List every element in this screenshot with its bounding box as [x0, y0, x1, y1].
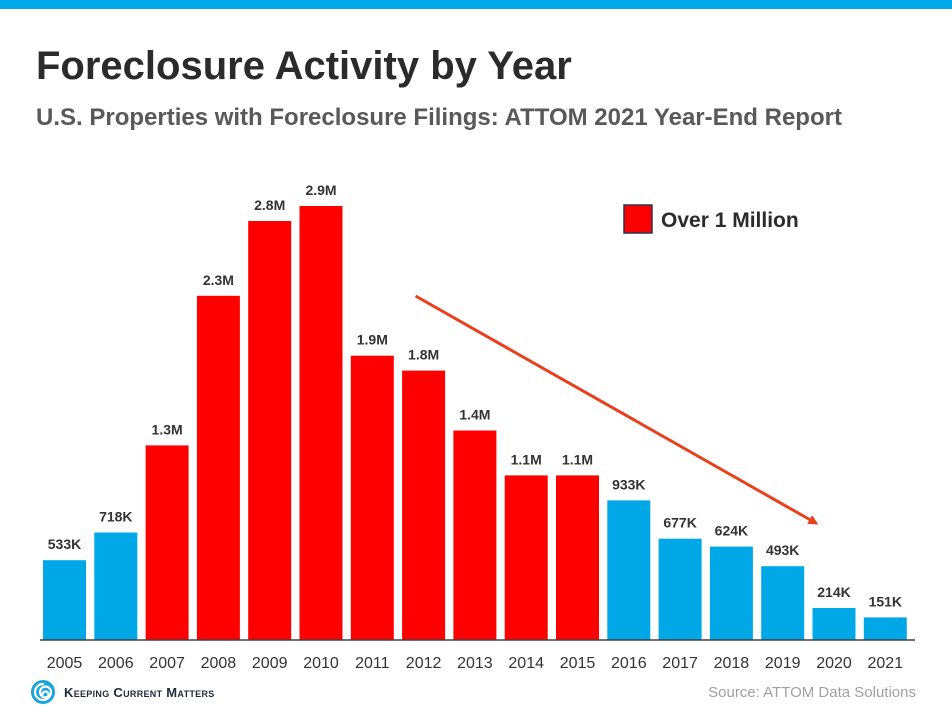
x-tick-2017: 2017 — [662, 655, 698, 672]
bar-2017 — [658, 538, 702, 640]
x-tick-2012: 2012 — [406, 655, 442, 672]
value-label-2021: 151K — [869, 593, 902, 609]
x-tick-2019: 2019 — [765, 655, 801, 672]
value-label-2005: 533K — [48, 536, 81, 552]
bar-2019 — [761, 566, 805, 640]
trend-arrow — [414, 294, 819, 525]
value-label-2018: 624K — [715, 523, 748, 539]
spiral-wave-icon — [31, 680, 55, 704]
bar-2011 — [350, 355, 394, 640]
x-tick-2014: 2014 — [508, 655, 544, 672]
bar-2008 — [196, 295, 240, 640]
chart-subtitle: U.S. Properties with Foreclosure Filings… — [36, 104, 842, 131]
value-label-2013: 1.4M — [459, 407, 490, 423]
x-tick-2006: 2006 — [98, 655, 134, 672]
x-tick-2007: 2007 — [149, 655, 185, 672]
value-label-2011: 1.9M — [357, 332, 388, 348]
value-label-2017: 677K — [663, 515, 696, 531]
bar-2012 — [402, 370, 446, 640]
bar-2021 — [863, 617, 907, 640]
bar-2020 — [812, 608, 856, 640]
bars-group — [43, 206, 907, 640]
chart-title: Foreclosure Activity by Year — [36, 44, 572, 88]
legend-label-over-1-million: Over 1 Million — [661, 209, 799, 232]
x-tick-2010: 2010 — [303, 655, 339, 672]
bar-2007 — [145, 445, 189, 640]
top-accent-strip — [0, 0, 952, 9]
bar-2010 — [299, 206, 343, 640]
x-tick-2021: 2021 — [868, 655, 904, 672]
legend-swatch-over-1-million — [623, 204, 653, 234]
logo-text: Keeping Current Matters — [64, 684, 215, 700]
x-tick-2005: 2005 — [47, 655, 83, 672]
x-tick-2013: 2013 — [457, 655, 493, 672]
value-label-2016: 933K — [612, 476, 645, 492]
value-label-2012: 1.8M — [408, 347, 439, 363]
value-label-2020: 214K — [817, 584, 850, 600]
value-label-2010: 2.9M — [305, 182, 336, 198]
x-tick-2018: 2018 — [714, 655, 750, 672]
x-tick-2016: 2016 — [611, 655, 647, 672]
value-label-2014: 1.1M — [511, 451, 542, 467]
value-labels-group: 533K 718K 1.3M 2.3M 2.8M 2.9M 1.9M 1.8M 1.4M 1.1M… — [48, 182, 902, 609]
bar-2018 — [709, 546, 753, 640]
x-tick-2020: 2020 — [816, 655, 852, 672]
bar-2014 — [504, 475, 548, 640]
value-label-2009: 2.8M — [254, 197, 285, 213]
bar-2015 — [556, 475, 599, 640]
value-label-2008: 2.3M — [203, 272, 234, 288]
x-tick-2015: 2015 — [560, 655, 596, 672]
x-tick-2009: 2009 — [252, 655, 288, 672]
value-label-2007: 1.3M — [152, 421, 183, 437]
value-label-2006: 718K — [99, 509, 132, 525]
kcm-logo: Keeping Current Matters — [30, 676, 215, 708]
x-tick-2011: 2011 — [355, 655, 390, 672]
bar-2005 — [43, 560, 86, 640]
value-label-2015: 1.1M — [562, 451, 593, 467]
x-tick-2008: 2008 — [201, 655, 237, 672]
value-label-2019: 493K — [766, 542, 799, 558]
source-note: Source: ATTOM Data Solutions — [708, 684, 916, 701]
bar-2009 — [248, 221, 292, 640]
bar-2016 — [607, 500, 651, 640]
bar-2013 — [453, 430, 497, 640]
bar-2006 — [94, 532, 138, 640]
x-tick-labels-group: 2005 2006 2007 2008 2009 2010 2011 2012 2013 2014… — [47, 655, 903, 672]
